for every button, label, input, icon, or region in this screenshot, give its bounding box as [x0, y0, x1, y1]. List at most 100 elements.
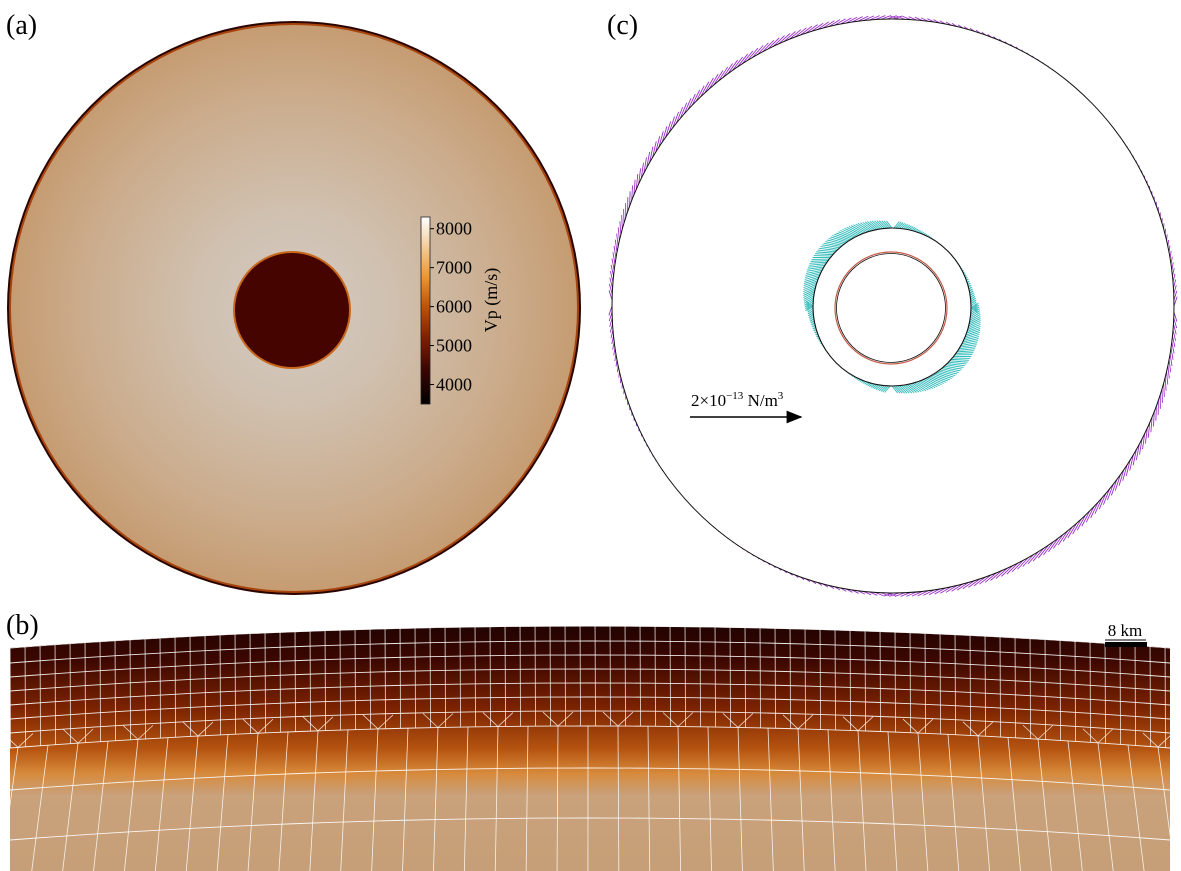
inner-force-arrow: [970, 304, 979, 311]
mesh-line: [278, 731, 289, 871]
outer-force-arrow: [633, 179, 636, 195]
outer-force-arrow: [1173, 317, 1178, 329]
inner-force-arrow: [860, 222, 872, 232]
inner-force-arrow: [939, 369, 958, 375]
inner-force-arrow: [877, 385, 883, 391]
mesh-line: [189, 628, 191, 737]
inner-force-arrow: [955, 352, 974, 354]
inner-force-arrow: [807, 266, 824, 270]
inner-force-arrow: [803, 278, 819, 284]
outer-force-arrow: [834, 18, 846, 26]
mesh-line: [459, 626, 461, 728]
outer-force-arrow: [956, 582, 969, 591]
outer-force-arrow: [629, 191, 631, 206]
inner-force-arrow: [966, 325, 981, 332]
inner-force-arrow: [876, 220, 885, 229]
outer-force-arrow: [1081, 510, 1091, 527]
mesh-line: [1127, 744, 1145, 871]
mesh-line: [602, 711, 634, 727]
outer-force-arrow: [611, 258, 615, 271]
inner-force-arrow: [803, 293, 815, 300]
mesh-line: [159, 630, 161, 739]
inner-force-arrow: [817, 249, 836, 253]
outer-force-arrow: [652, 141, 657, 158]
crust-gradient: [10, 626, 1170, 871]
outer-force-arrow: [869, 15, 880, 21]
mesh-line: [10, 747, 19, 871]
mesh-line: [722, 713, 754, 728]
outer-force-arrow: [700, 81, 710, 97]
inner-force-arrow: [897, 222, 904, 229]
outer-force-arrow: [683, 98, 692, 115]
inner-force-arrow: [951, 358, 969, 361]
outer-force-arrow: [1053, 534, 1064, 549]
inner-force-arrow: [960, 342, 978, 346]
outer-force-arrow: [805, 24, 818, 34]
colorbar-tick-label: 6000: [436, 297, 472, 317]
inner-force-arrow: [970, 298, 977, 304]
mesh-line: [797, 728, 805, 871]
inner-force-arrow: [870, 383, 876, 388]
mesh-line: [782, 714, 814, 730]
mesh-line: [444, 626, 446, 728]
mesh-line: [185, 736, 199, 871]
inner-circle-outer: [812, 227, 972, 387]
inner-force-arrow: [928, 376, 944, 384]
mesh-line: [924, 626, 926, 734]
inner-force-arrow: [964, 334, 980, 339]
inner-force-arrow: [905, 224, 911, 230]
mesh-line: [433, 727, 439, 871]
outer-force-arrow: [917, 590, 929, 597]
outer-force-arrow: [679, 102, 688, 119]
panel-label-b: (b): [6, 610, 39, 641]
outer-force-arrow: [1152, 411, 1155, 427]
mesh-line: [1157, 747, 1170, 871]
colorbar-title: Vp (m/s): [481, 268, 502, 333]
inner-force-arrow: [807, 310, 814, 316]
inner-force-arrow: [960, 344, 977, 348]
outer-force-arrow: [1027, 551, 1039, 565]
mesh-line: [909, 626, 911, 733]
inner-force-arrow: [968, 285, 973, 289]
inner-force-arrow: [811, 325, 816, 329]
outer-force-arrow: [608, 290, 613, 301]
inner-force-arrow: [821, 244, 840, 249]
outer-force-arrow: [1144, 428, 1148, 444]
legend-unit-exponent: 3: [778, 390, 784, 402]
outer-force-arrow: [1171, 341, 1175, 354]
inner-force-arrow: [855, 223, 868, 233]
mesh-line: [414, 626, 416, 729]
outer-force-arrow: [742, 50, 754, 64]
inner-force-arrow: [850, 225, 865, 234]
panel-label-a: (a): [6, 10, 38, 41]
inner-force-arrow: [803, 282, 818, 289]
outer-force-arrow: [940, 586, 952, 594]
mesh-line: [1022, 724, 1054, 740]
inner-force-arrow: [805, 269, 823, 274]
inner-force-arrow: [935, 372, 952, 379]
outer-force-arrow: [687, 93, 696, 110]
inner-force-arrow: [805, 304, 814, 312]
inner-force-arrow: [914, 382, 927, 391]
inner-force-arrow: [931, 374, 948, 382]
outer-force-arrow: [1169, 353, 1173, 367]
mesh-line: [10, 696, 1170, 720]
mesh-line: [10, 817, 1170, 841]
outer-force-arrow: [1172, 329, 1177, 341]
outer-force-arrow: [1107, 484, 1114, 501]
mesh-line: [1142, 732, 1170, 748]
inner-force-arrow: [901, 223, 907, 229]
outer-force-arrow: [1102, 488, 1110, 505]
outer-force-arrow: [984, 572, 997, 583]
mesh-line: [887, 731, 898, 871]
mesh-line: [10, 654, 1170, 678]
mesh-line: [999, 628, 1001, 737]
mesh-line: [639, 626, 641, 727]
mesh-line: [744, 626, 746, 728]
mesh-line: [707, 726, 712, 871]
inner-force-arrows: [803, 220, 981, 394]
mesh-line: [1104, 635, 1106, 744]
outer-force-arrow: [911, 591, 923, 597]
outer-force-arrow: [643, 157, 647, 174]
